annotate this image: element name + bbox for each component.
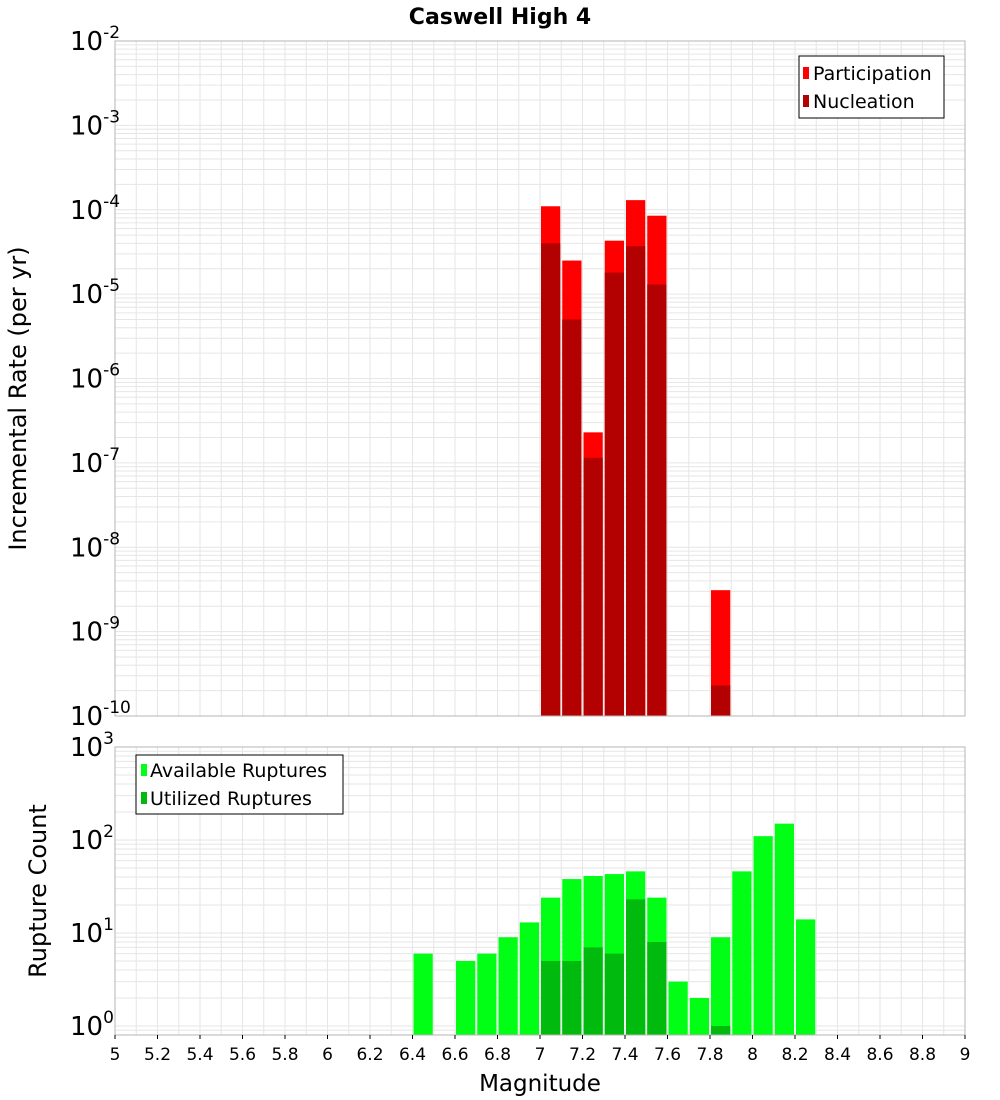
magnitude-x-ticks: 5 5.2 5.4 5.6 5.8 6 6.2 6.4 6.6 6.8 7 7.2 7.4 7.6 7.8 8… xyxy=(110,1035,971,1065)
rate-legend-box xyxy=(798,55,945,119)
nucleation-bar xyxy=(604,272,624,716)
nucleation-legend-swatch xyxy=(803,95,809,107)
available-ruptures-bar xyxy=(732,871,752,1035)
available-ruptures-bar xyxy=(774,823,794,1035)
y-tick-label: 10-10 xyxy=(70,698,131,732)
rate-panel: 10-10 10-9 10-8 10-7 10-6 10-5 10-4 10-3 10-2 In… xyxy=(4,23,966,732)
x-tick-label: 5 xyxy=(110,1045,121,1065)
count-panel: 100 101 102 103 5 5.2 5.4 5.6 5.8 6 6.2 6.4 6.6 6.8 7… xyxy=(24,729,970,1097)
available-ruptures-bar xyxy=(456,960,476,1035)
count-legend-box xyxy=(135,754,344,815)
y-tick-label: 10-7 xyxy=(70,445,120,479)
y-tick-label: 103 xyxy=(70,729,114,763)
rate-y-axis-label: Incremental Rate (per yr) xyxy=(4,246,32,550)
nucleation-bar xyxy=(541,243,561,717)
x-tick-label: 8.8 xyxy=(909,1045,936,1065)
y-tick-label: 10-2 xyxy=(70,23,120,57)
y-tick-label: 102 xyxy=(70,822,114,856)
available-ruptures-bar xyxy=(711,937,731,1035)
nucleation-bar xyxy=(711,685,731,716)
x-tick-label: 5.4 xyxy=(186,1045,213,1065)
available-ruptures-bar xyxy=(498,937,518,1035)
available-legend-swatch xyxy=(141,764,147,776)
available-ruptures-bar xyxy=(477,953,497,1035)
x-tick-label: 7.6 xyxy=(654,1045,681,1065)
x-tick-label: 6.6 xyxy=(441,1045,468,1065)
utilized-legend-label: Utilized Ruptures xyxy=(150,788,312,810)
participation-legend-label: Participation xyxy=(813,63,932,85)
rate-plot-frame xyxy=(114,40,966,717)
x-tick-label: 6.2 xyxy=(356,1045,383,1065)
nucleation-bar xyxy=(626,246,646,716)
count-y-axis-label: Rupture Count xyxy=(24,804,52,978)
nucleation-legend-label: Nucleation xyxy=(813,91,915,113)
y-tick-label: 100 xyxy=(70,1008,114,1042)
y-tick-label: 10-3 xyxy=(70,107,120,141)
rate-legend: Participation Nucleation xyxy=(798,55,945,119)
x-tick-label: 6.4 xyxy=(399,1045,426,1065)
x-tick-label: 9 xyxy=(960,1045,971,1065)
nucleation-bar xyxy=(562,319,582,716)
nucleation-bar xyxy=(647,284,667,716)
x-tick-label: 5.8 xyxy=(271,1045,298,1065)
participation-legend-swatch xyxy=(803,67,809,79)
y-tick-label: 10-4 xyxy=(70,192,120,226)
x-tick-label: 7.8 xyxy=(696,1045,723,1065)
utilized-ruptures-bar xyxy=(647,942,667,1035)
available-ruptures-bar xyxy=(413,953,433,1035)
x-tick-label: 6 xyxy=(322,1045,333,1065)
x-tick-label: 7.2 xyxy=(569,1045,596,1065)
x-tick-label: 8.6 xyxy=(866,1045,893,1065)
x-tick-label: 8 xyxy=(747,1045,758,1065)
y-tick-label: 10-5 xyxy=(70,276,120,310)
available-ruptures-bar xyxy=(689,997,709,1035)
x-tick-label: 8.2 xyxy=(781,1045,808,1065)
available-ruptures-bar xyxy=(668,981,688,1035)
utilized-ruptures-bar xyxy=(541,960,561,1035)
utilized-ruptures-bar xyxy=(562,960,582,1035)
rate-grid xyxy=(114,41,966,717)
count-y-ticks: 100 101 102 103 xyxy=(70,729,114,1042)
available-ruptures-bar xyxy=(796,919,816,1035)
rate-y-ticks: 10-10 10-9 10-8 10-7 10-6 10-5 10-4 10-3 10-2 xyxy=(70,23,131,732)
magnitude-x-axis-label: Magnitude xyxy=(479,1071,601,1097)
count-bars xyxy=(413,823,816,1035)
rate-bars xyxy=(541,200,731,717)
utilized-ruptures-bar xyxy=(711,1025,731,1035)
nucleation-bar xyxy=(583,457,603,716)
x-tick-label: 5.6 xyxy=(229,1045,256,1065)
y-tick-label: 101 xyxy=(70,915,114,949)
utilized-ruptures-bar xyxy=(604,953,624,1035)
y-tick-label: 10-8 xyxy=(70,529,120,563)
x-tick-label: 5.2 xyxy=(144,1045,171,1065)
utilized-ruptures-bar xyxy=(583,947,603,1035)
count-legend: Available Ruptures Utilized Ruptures xyxy=(135,754,344,815)
available-legend-label: Available Ruptures xyxy=(150,760,327,782)
x-tick-label: 6.8 xyxy=(484,1045,511,1065)
x-tick-label: 7 xyxy=(535,1045,546,1065)
participation-bar xyxy=(711,590,731,716)
available-ruptures-bar xyxy=(753,836,773,1035)
x-tick-label: 7.4 xyxy=(611,1045,638,1065)
y-tick-label: 10-9 xyxy=(70,614,120,648)
y-tick-label: 10-6 xyxy=(70,361,120,395)
utilized-ruptures-bar xyxy=(626,899,646,1035)
available-ruptures-bar xyxy=(519,922,539,1035)
x-tick-label: 8.4 xyxy=(824,1045,851,1065)
utilized-legend-swatch xyxy=(141,792,147,804)
chart-title: Caswell High 4 xyxy=(409,5,591,30)
